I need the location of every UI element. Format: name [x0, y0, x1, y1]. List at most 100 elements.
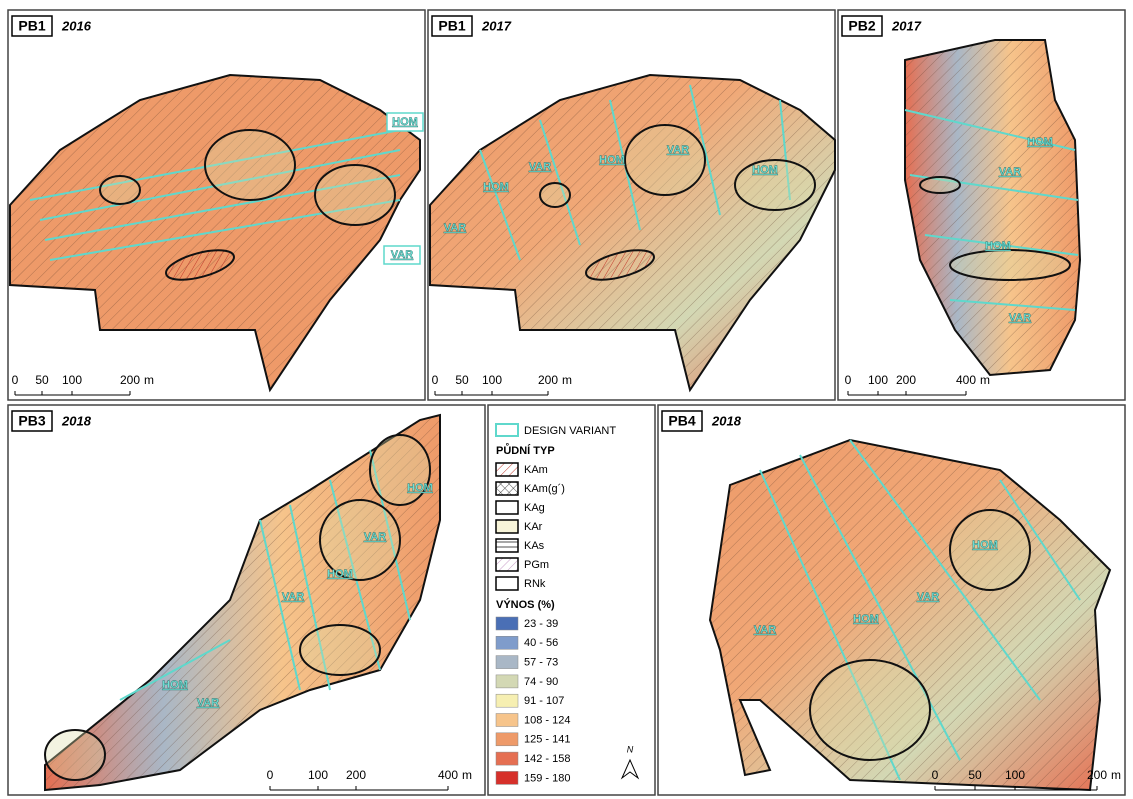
panel-id: PB1: [18, 18, 45, 34]
field-label: HOM: [327, 568, 353, 580]
field-label: VAR: [529, 161, 551, 173]
swatch-yield: [496, 656, 518, 669]
legend: DESIGN VARIANT PŮDNÍ TYP KAm KAm(g´) KAg KAr K…: [488, 405, 655, 795]
soil-boundary: [810, 660, 930, 760]
legend-text: KAm(g´): [524, 483, 565, 495]
field-label: HOM: [392, 116, 418, 128]
field-label: HOM: [972, 539, 998, 551]
scale-label: 0: [267, 768, 274, 782]
field-label: HOM: [599, 154, 625, 166]
panel-year: 2018: [61, 413, 92, 428]
legend-text: RNk: [524, 578, 546, 590]
swatch-soil: [496, 558, 518, 571]
scale-label: 100: [868, 373, 888, 387]
field-label: HOM: [853, 613, 879, 625]
field-label: HOM: [1027, 136, 1053, 148]
soil-boundary: [370, 435, 430, 505]
field-label: HOM: [985, 240, 1011, 252]
legend-text: KAs: [524, 540, 545, 552]
field-label: VAR: [197, 697, 219, 709]
soil-boundary: [625, 125, 705, 195]
scale-label: 100: [62, 373, 82, 387]
scale-label: 200: [538, 373, 558, 387]
panel-id: PB4: [668, 413, 695, 429]
field-label: VAR: [282, 591, 304, 603]
scale-label: 200: [120, 373, 140, 387]
field-label: HOM: [407, 482, 433, 494]
soil-boundary: [540, 183, 570, 207]
legend-text: 142 - 158: [524, 753, 570, 765]
legend-text: 91 - 107: [524, 695, 564, 707]
scale-label: 200: [896, 373, 916, 387]
swatch-yield: [496, 636, 518, 649]
scale-label: 400: [438, 768, 458, 782]
scale-label: 0: [432, 373, 439, 387]
field-label: VAR: [364, 531, 386, 543]
north-label: N: [627, 744, 634, 754]
scale-unit: m: [144, 373, 154, 387]
legend-text: 108 - 124: [524, 714, 570, 726]
figure: PB1 2016 HOM VAR 0 50 100 200 m PB1 2017 VAR HOM VAR H…: [0, 0, 1133, 799]
swatch-soil: [496, 577, 518, 590]
swatch-yield: [496, 752, 518, 765]
legend-heading: PŮDNÍ TYP: [496, 443, 555, 457]
panel-year: 2018: [711, 413, 742, 428]
field-label: HOM: [752, 164, 778, 176]
soil-boundary: [950, 250, 1070, 280]
scale-label: 100: [482, 373, 502, 387]
legend-text: 40 - 56: [524, 637, 558, 649]
scale-label: 0: [932, 768, 939, 782]
swatch-soil: [496, 539, 518, 552]
field-label: VAR: [1009, 312, 1031, 324]
scale-label: 200: [346, 768, 366, 782]
scale-unit: m: [562, 373, 572, 387]
swatch-soil: [496, 463, 518, 476]
soil-boundary: [920, 177, 960, 193]
scale-unit: m: [462, 768, 472, 782]
panel-id: PB1: [438, 18, 465, 34]
swatch-yield: [496, 675, 518, 688]
map-panel: PB12016HOMVAR050100200m: [8, 10, 425, 400]
field-label: HOM: [162, 679, 188, 691]
scale-label: 50: [455, 373, 469, 387]
map-panel: PB22017HOMVARHOMVAR0100200400m: [838, 10, 1125, 400]
swatch-yield: [496, 771, 518, 784]
panel-id: PB3: [18, 413, 45, 429]
swatch-design: [496, 424, 518, 436]
panel-id: PB2: [848, 18, 875, 34]
swatch-yield: [496, 617, 518, 630]
panel-year: 2017: [481, 18, 512, 33]
scale-label: 400: [956, 373, 976, 387]
scale-label: 50: [968, 768, 982, 782]
legend-text: KAr: [524, 521, 543, 533]
legend-text: 74 - 90: [524, 676, 558, 688]
scale-unit: m: [980, 373, 990, 387]
swatch-soil: [496, 520, 518, 533]
scale-label: 50: [35, 373, 49, 387]
field-label: HOM: [483, 181, 509, 193]
legend-text: PGm: [524, 559, 549, 571]
soil-boundary: [300, 625, 380, 675]
swatch-soil: [496, 482, 518, 495]
swatch-yield: [496, 733, 518, 746]
swatch-soil: [496, 501, 518, 514]
legend-text: DESIGN VARIANT: [524, 425, 616, 437]
scale-label: 200: [1087, 768, 1107, 782]
panel-year: 2016: [61, 18, 92, 33]
field-label: VAR: [667, 144, 689, 156]
legend-text: 23 - 39: [524, 618, 558, 630]
swatch-yield: [496, 694, 518, 707]
legend-text: KAg: [524, 502, 545, 514]
legend-text: 159 - 180: [524, 772, 570, 784]
map-panel: PB3 2018 HOM VAR HOM VAR HOM VAR 0 100 200 400 m: [8, 405, 485, 795]
scale-label: 100: [308, 768, 328, 782]
field-label: VAR: [391, 249, 413, 261]
soil-boundary: [205, 130, 295, 200]
soil-boundary: [100, 176, 140, 204]
field-label: VAR: [754, 624, 776, 636]
legend-text: KAm: [524, 464, 548, 476]
swatch-yield: [496, 714, 518, 727]
field-label: VAR: [917, 591, 939, 603]
scale-label: 100: [1005, 768, 1025, 782]
